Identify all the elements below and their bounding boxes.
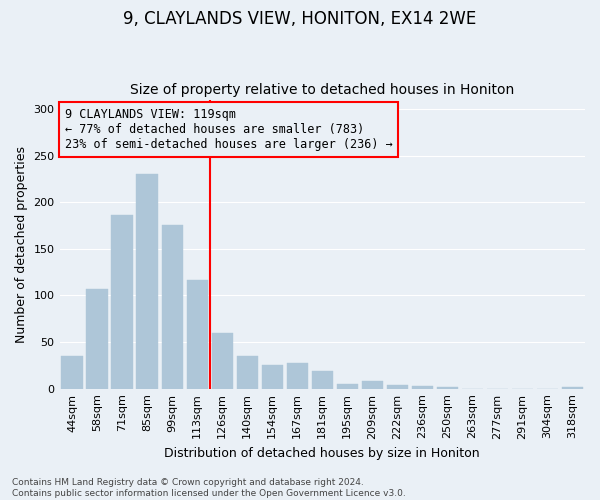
Title: Size of property relative to detached houses in Honiton: Size of property relative to detached ho…	[130, 83, 514, 97]
Bar	[236, 356, 258, 388]
Bar	[112, 215, 133, 388]
Bar	[362, 381, 383, 388]
Bar	[437, 387, 458, 388]
Text: Contains HM Land Registry data © Crown copyright and database right 2024.
Contai: Contains HM Land Registry data © Crown c…	[12, 478, 406, 498]
Text: 9, CLAYLANDS VIEW, HONITON, EX14 2WE: 9, CLAYLANDS VIEW, HONITON, EX14 2WE	[124, 10, 476, 28]
Bar	[136, 174, 158, 388]
Bar	[562, 387, 583, 388]
Text: 9 CLAYLANDS VIEW: 119sqm
← 77% of detached houses are smaller (783)
23% of semi-: 9 CLAYLANDS VIEW: 119sqm ← 77% of detach…	[65, 108, 392, 151]
Bar	[187, 280, 208, 388]
Bar	[387, 385, 408, 388]
Bar	[61, 356, 83, 388]
Y-axis label: Number of detached properties: Number of detached properties	[15, 146, 28, 342]
Bar	[161, 224, 183, 388]
Bar	[287, 364, 308, 388]
X-axis label: Distribution of detached houses by size in Honiton: Distribution of detached houses by size …	[164, 447, 480, 460]
Bar	[86, 289, 108, 388]
Bar	[412, 386, 433, 388]
Bar	[262, 366, 283, 388]
Bar	[311, 371, 333, 388]
Bar	[212, 332, 233, 388]
Bar	[337, 384, 358, 388]
